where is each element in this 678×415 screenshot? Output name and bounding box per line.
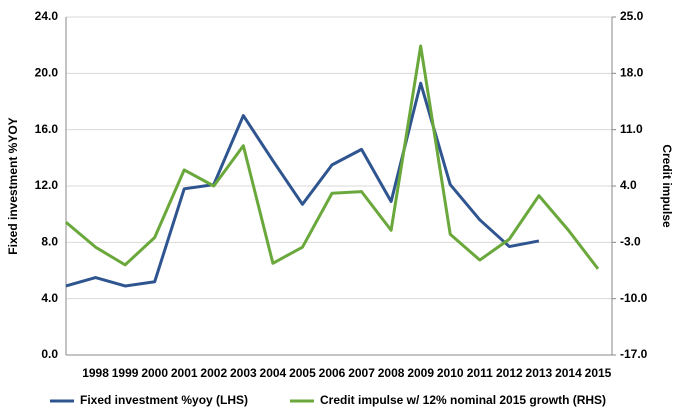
x-tick-label: 2007 bbox=[348, 366, 375, 380]
x-tick-label: 2003 bbox=[230, 366, 257, 380]
y2-tick-label: -10.0 bbox=[620, 291, 648, 305]
y2-tick-label: 18.0 bbox=[620, 66, 644, 80]
x-tick-label: 1999 bbox=[112, 366, 139, 380]
x-tick-label: 2012 bbox=[496, 366, 523, 380]
x-tick-label: 2010 bbox=[437, 366, 464, 380]
x-tick-label: 2002 bbox=[200, 366, 227, 380]
x-tick-label: 1998 bbox=[82, 366, 109, 380]
y2-axis-label: Credit impulse bbox=[660, 144, 674, 228]
y-tick-label: 20.0 bbox=[35, 66, 59, 80]
series-line bbox=[65, 44, 600, 270]
x-tick-label: 2015 bbox=[585, 366, 612, 380]
x-tick-label: 2005 bbox=[289, 366, 316, 380]
x-tick-label: 2014 bbox=[555, 366, 582, 380]
x-tick-label: 2009 bbox=[407, 366, 434, 380]
y-tick-label: 24.0 bbox=[35, 9, 59, 23]
y-tick-label: 8.0 bbox=[41, 235, 58, 249]
x-tick-label: 2008 bbox=[378, 366, 405, 380]
y-tick-label: 16.0 bbox=[35, 122, 59, 136]
y2-tick-label: 11.0 bbox=[620, 122, 643, 136]
x-tick-label: 2011 bbox=[467, 366, 493, 380]
legend-label: Credit impulse w/ 12% nominal 2015 growt… bbox=[320, 393, 606, 407]
y2-tick-label: 4.0 bbox=[620, 178, 637, 192]
y-axis-label: Fixed investment %YOY bbox=[6, 117, 20, 254]
y2-tick-label: -3.0 bbox=[620, 235, 641, 249]
series-line bbox=[65, 81, 540, 288]
x-tick-label: 2004 bbox=[260, 366, 287, 380]
y2-tick-label: -17.0 bbox=[620, 347, 648, 361]
legend-label: Fixed investment %yoy (LHS) bbox=[80, 393, 248, 407]
x-tick-label: 2006 bbox=[319, 366, 346, 380]
y-tick-label: 12.0 bbox=[35, 178, 59, 192]
y-tick-label: 4.0 bbox=[41, 291, 58, 305]
y2-tick-label: 25.0 bbox=[620, 9, 644, 23]
x-tick-label: 2000 bbox=[141, 366, 168, 380]
x-tick-label: 2013 bbox=[526, 366, 553, 380]
y-tick-label: 0.0 bbox=[41, 347, 58, 361]
x-tick-label: 2001 bbox=[171, 366, 198, 380]
